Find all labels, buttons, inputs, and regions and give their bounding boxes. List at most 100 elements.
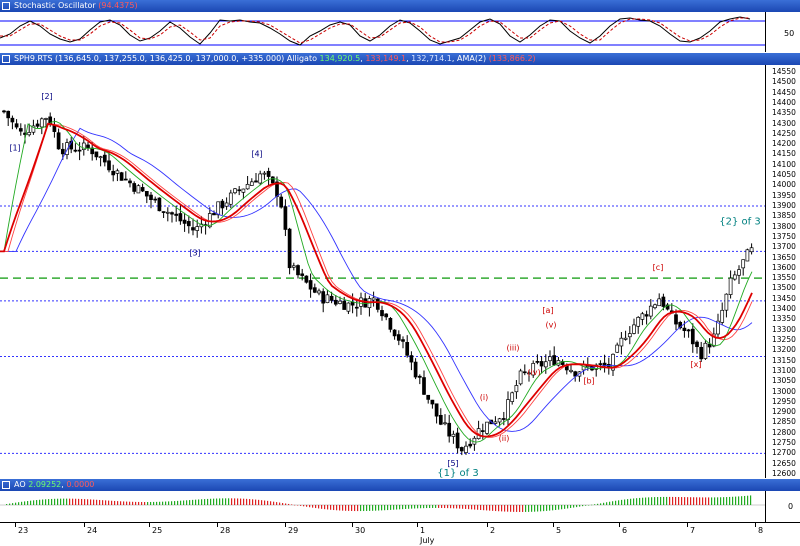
ao-bar	[459, 505, 461, 509]
candle-body	[14, 123, 19, 128]
ao-pane: AO 2.09252, 0.0000 0	[0, 479, 800, 522]
x-tick-label: 29	[288, 526, 299, 535]
pane-toggle-icon[interactable]	[2, 2, 10, 10]
ao-bar	[90, 499, 92, 505]
ao-bar	[189, 500, 191, 505]
ao-bar	[735, 496, 737, 505]
ao-bar	[57, 498, 59, 505]
ao-bar	[66, 498, 68, 505]
candle-body	[220, 200, 225, 209]
ao-bar	[480, 505, 482, 510]
x-tick-mark	[84, 523, 85, 527]
ao-bar	[390, 505, 392, 510]
candle-body	[128, 180, 132, 184]
ao-bar	[414, 505, 416, 509]
ao-bar	[201, 499, 203, 505]
candle-body	[720, 309, 725, 323]
ao-bar	[483, 505, 485, 511]
ao-bar	[426, 505, 428, 509]
x-tick-mark	[149, 523, 150, 527]
ao-bar	[333, 505, 335, 511]
candle-body	[300, 273, 305, 276]
price-tick: 13200	[772, 345, 796, 355]
candle-body	[77, 149, 82, 152]
ao-bar	[72, 498, 74, 505]
ao-bar	[48, 499, 50, 505]
candle-body	[6, 110, 11, 119]
wave-label-ii: (ii)	[499, 434, 510, 443]
ao-bar	[417, 505, 419, 509]
ao-tick-0: 0	[788, 502, 794, 511]
ao-bar	[249, 499, 251, 505]
price-tick: 13700	[772, 242, 796, 252]
stoch-tick-50: 50	[784, 29, 795, 38]
ao-title-bar[interactable]: AO 2.09252, 0.0000	[0, 479, 800, 491]
candle-body	[98, 156, 103, 159]
ao-bar	[240, 498, 242, 505]
price-title-bar[interactable]: SPH9.RTS (136,645.0, 137,255.0, 136,425.…	[0, 53, 800, 65]
price-tick: 13150	[772, 355, 796, 365]
ao-bar	[723, 497, 725, 505]
candle-body	[86, 144, 90, 148]
ao-bar	[732, 496, 734, 505]
ao-bar	[636, 498, 638, 505]
candle-body	[497, 418, 502, 423]
pane-toggle-icon[interactable]	[2, 481, 10, 489]
candle-body	[674, 314, 678, 325]
candle-body	[627, 333, 632, 338]
candle-body	[304, 275, 309, 283]
ao-bar	[570, 505, 572, 509]
ao-bar	[345, 505, 347, 511]
price-tick: 14450	[772, 87, 796, 97]
candle-body	[409, 355, 414, 363]
candle-body	[678, 321, 683, 329]
price-pane: SPH9.RTS (136,645.0, 137,255.0, 136,425.…	[0, 53, 800, 478]
ao-bar	[642, 497, 644, 505]
stochastic-title-bar[interactable]: Stochastic Oscillator (94.4375)	[0, 0, 800, 12]
x-tick-mark	[285, 523, 286, 527]
ao-bar	[687, 497, 689, 505]
candle-body	[283, 206, 288, 230]
ao-bar	[726, 497, 728, 505]
ao-plot	[0, 491, 766, 522]
candle-body	[485, 421, 489, 434]
candle-body	[527, 372, 531, 375]
candle-body	[741, 259, 746, 269]
price-tick: 14300	[772, 118, 796, 128]
ao-bar	[78, 498, 80, 505]
candle-body	[711, 333, 716, 347]
ao-bar	[309, 505, 311, 508]
ama-line	[0, 122, 753, 438]
ao-bar	[573, 505, 575, 508]
candle-body	[451, 433, 456, 437]
ao-bar	[192, 499, 194, 505]
ao-bar	[219, 498, 221, 505]
price-tick: 14250	[772, 128, 796, 138]
symbol-label: SPH9.RTS	[14, 54, 53, 63]
ao-bar	[606, 502, 608, 505]
ao-bar	[486, 505, 488, 511]
x-tick-label: 8	[758, 526, 764, 535]
pane-toggle-icon[interactable]	[2, 55, 10, 63]
ao-bar	[741, 496, 743, 505]
ao-bar	[258, 499, 260, 505]
candle-body	[388, 318, 393, 330]
ao-bar	[525, 505, 527, 512]
ao-bar	[372, 505, 374, 511]
candle-body	[245, 184, 250, 190]
candle-body	[35, 123, 40, 127]
ao-bar	[336, 505, 338, 511]
candle-body	[640, 313, 645, 320]
candle-body	[682, 327, 687, 331]
ao-bar	[27, 501, 29, 505]
ao-bar	[702, 497, 704, 505]
ao-bar	[123, 501, 125, 505]
ohlc-values: (136,645.0, 137,255.0, 136,425.0, 137,00…	[55, 54, 285, 63]
ao-bar	[696, 497, 698, 505]
ao-bar	[462, 505, 464, 509]
ao-bar	[432, 505, 434, 508]
ao-bar	[393, 505, 395, 510]
wave-label-iii: (iii)	[507, 343, 520, 352]
wave-label-w3: [3]	[189, 248, 200, 257]
ao-bar	[522, 505, 524, 512]
